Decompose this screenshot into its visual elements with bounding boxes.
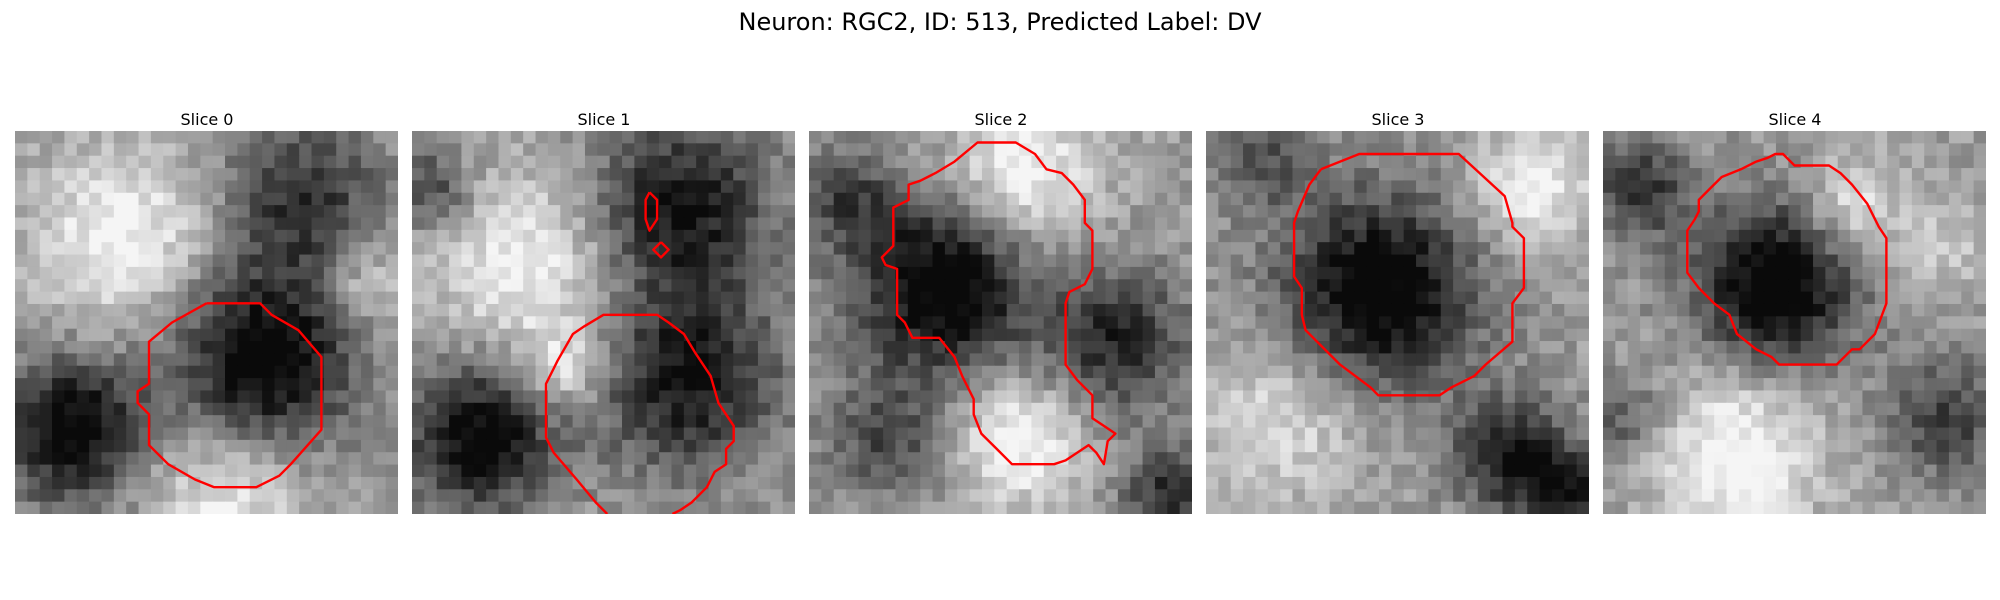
slice-image (15, 131, 398, 514)
pixel-grid (15, 131, 398, 514)
segmentation-contour (644, 191, 659, 232)
panel-slice-3: Slice 3 (1205, 109, 1591, 514)
slice-image (1206, 131, 1589, 514)
slice-title: Slice 1 (577, 110, 631, 129)
slice-title: Slice 2 (974, 110, 1028, 129)
panel-slice-1: Slice 1 (411, 109, 797, 514)
pixel-grid (809, 131, 1192, 514)
segmentation-contour (652, 241, 670, 259)
slice-image (412, 131, 795, 514)
slice-title: Slice 0 (180, 110, 234, 129)
slice-image (1603, 131, 1986, 514)
pixel-grid (412, 131, 795, 514)
segmentation-contour (544, 313, 735, 514)
segmentation-contour (136, 302, 323, 489)
segmentation-contour (1292, 152, 1526, 397)
slice-title: Slice 4 (1768, 110, 1822, 129)
panel-slice-0: Slice 0 (14, 109, 400, 514)
segmentation-contour (1686, 152, 1888, 366)
slice-title: Slice 3 (1371, 110, 1425, 129)
slice-image (809, 131, 1192, 514)
pixel-grid (1603, 131, 1986, 514)
segmentation-contour (880, 141, 1117, 466)
figure-title: Neuron: RGC2, ID: 513, Predicted Label: … (738, 8, 1262, 36)
panel-slice-4: Slice 4 (1602, 109, 1988, 514)
panel-slice-2: Slice 2 (808, 109, 1194, 514)
pixel-grid (1206, 131, 1589, 514)
